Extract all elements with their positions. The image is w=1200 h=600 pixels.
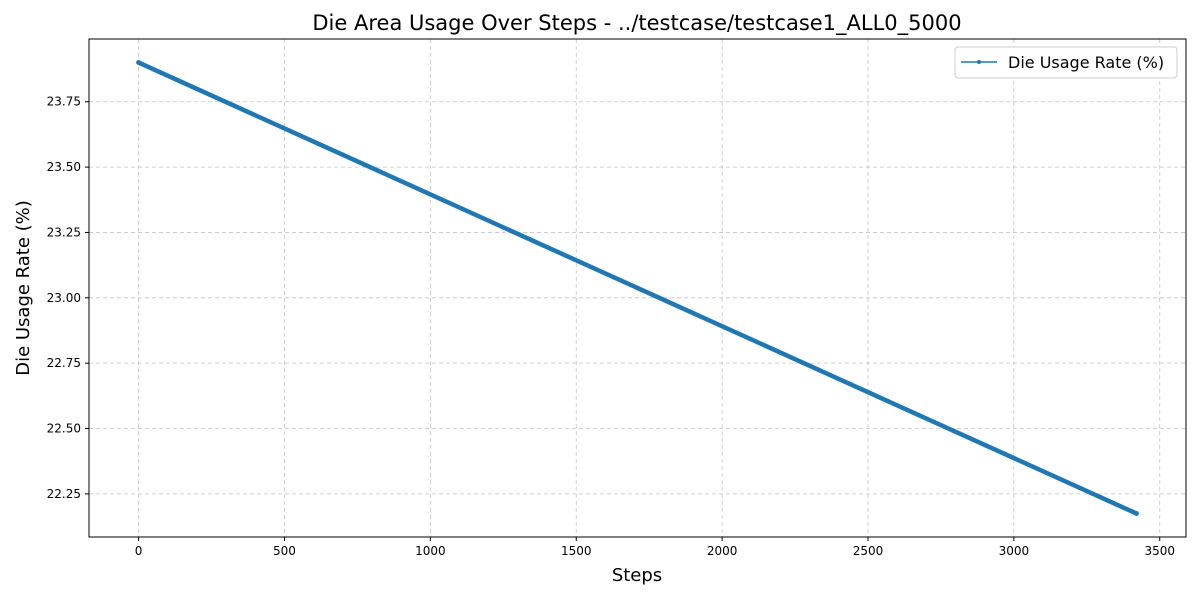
data-point (1133, 510, 1139, 516)
x-tick-label: 2000 (707, 544, 738, 558)
x-tick-label: 1000 (415, 544, 446, 558)
chart-title: Die Area Usage Over Steps - ../testcase/… (312, 11, 961, 36)
x-axis-ticks: 0 500 1000 1500 2000 2500 3000 3500 (135, 537, 1175, 558)
x-tick-label: 2500 (853, 544, 884, 558)
x-tick-label: 0 (135, 544, 143, 558)
series-layer (136, 60, 1139, 516)
y-tick-label: 22.50 (47, 422, 81, 436)
y-tick-label: 23.25 (47, 225, 81, 239)
y-tick-label: 22.25 (47, 487, 81, 501)
legend-label: Die Usage Rate (%) (1008, 53, 1164, 72)
grid (89, 39, 1186, 537)
plot-frame (88, 38, 1187, 538)
x-tick-label: 3000 (999, 544, 1030, 558)
y-axis-ticks: 22.25 22.50 22.75 23.00 23.25 23.50 23.75 (47, 95, 89, 501)
x-axis-title: Steps (612, 565, 662, 586)
y-tick-label: 23.00 (47, 291, 81, 305)
data-point (136, 60, 142, 66)
legend-box (954, 46, 1178, 79)
x-tick-label: 3500 (1144, 544, 1175, 558)
y-axis-title: Die Usage Rate (%) (13, 200, 34, 376)
legend-dot-marker (977, 60, 981, 64)
y-tick-label: 23.50 (47, 160, 81, 174)
x-tick-label: 1500 (561, 544, 592, 558)
y-tick-label: 22.75 (47, 356, 81, 370)
legend: Die Usage Rate (%) (954, 46, 1178, 79)
x-tick-label: 500 (273, 544, 296, 558)
y-tick-label: 23.75 (47, 95, 81, 109)
series-line (136, 60, 1139, 516)
